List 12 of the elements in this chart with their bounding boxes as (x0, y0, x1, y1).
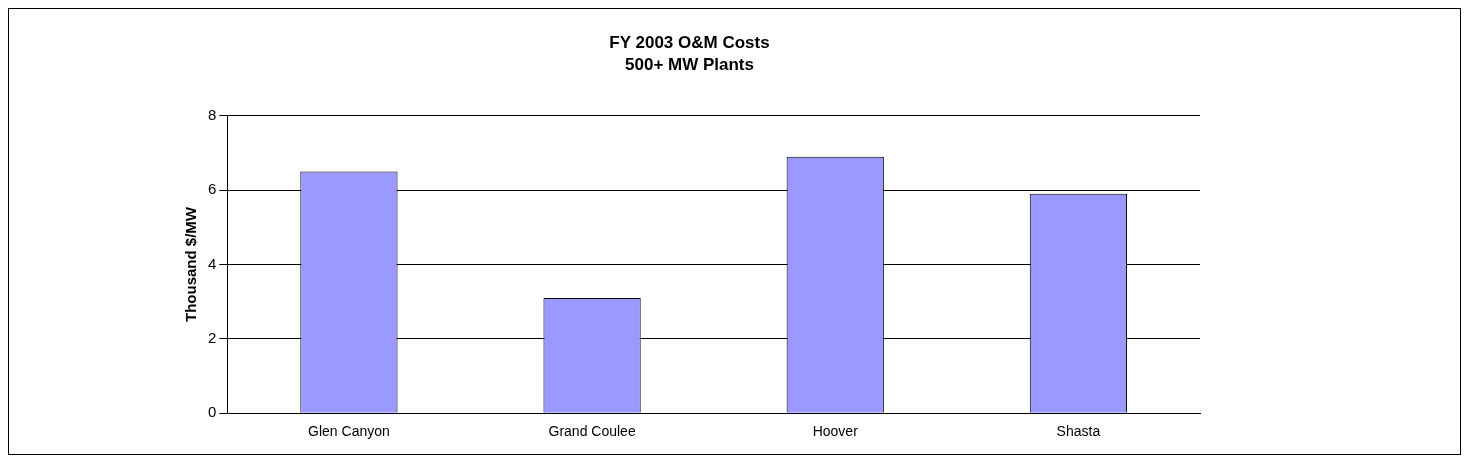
x-tick-label: Shasta (1056, 423, 1101, 440)
y-axis-title: Thousand $/MW (182, 206, 200, 322)
x-tick-label: Hoover (812, 423, 859, 440)
y-tick-label: 8 (208, 105, 217, 123)
y-tick-label: 6 (208, 180, 217, 198)
chart-subtitle: 500+ MW Plants (625, 55, 754, 75)
y-tick-label: 2 (208, 328, 217, 346)
y-tick-label: 0 (208, 403, 217, 421)
y-tick-label: 4 (208, 254, 217, 272)
x-tick-label: Glen Canyon (308, 423, 390, 440)
x-tick-label: Grand Coulee (548, 423, 636, 440)
chart-title: FY 2003 O&M Costs (609, 32, 770, 52)
